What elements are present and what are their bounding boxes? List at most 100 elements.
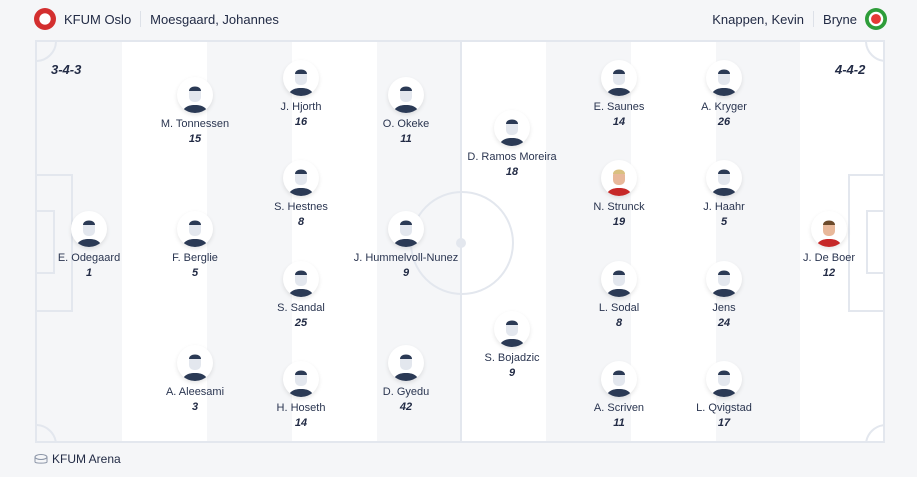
divider [140,11,142,27]
left-penalty-box [37,174,73,312]
bryne-logo[interactable] [865,8,887,30]
player-name: Jens [712,302,736,314]
divider [813,11,815,27]
kfum-oslo-logo[interactable] [34,8,56,30]
venue: KFUM Arena [34,452,121,466]
player-card[interactable]: D. Gyedu 42 [331,345,481,416]
player-name: A. Aleesami [165,386,225,398]
player-number: 8 [297,216,305,228]
player-avatar-icon [388,211,424,247]
right-penalty-box [848,174,883,312]
player-avatar-icon [388,77,424,113]
player-card[interactable]: F. Berglie 5 [120,211,270,282]
player-avatar-icon [601,261,637,297]
player-number: 8 [615,317,623,329]
player-card[interactable]: S. Hestnes 8 [226,160,376,231]
player-avatar-icon [283,261,319,297]
player-name: N. Strunck [593,201,645,213]
player-avatar-icon [388,345,424,381]
player-name: S. Hestnes [274,201,328,213]
player-card[interactable]: N. Strunck 19 [544,160,694,231]
player-card[interactable]: S. Sandal 25 [226,261,376,332]
player-number: 24 [717,317,731,329]
player-number: 12 [822,267,836,279]
player-avatar-icon [283,60,319,96]
player-card[interactable]: A. Scriven 11 [544,361,694,432]
player-card[interactable]: H. Hoseth 14 [226,361,376,432]
player-number: 1 [85,267,93,279]
player-number: 16 [294,116,308,128]
player-number: 19 [612,216,626,228]
away-coach[interactable]: Knappen, Kevin [712,11,805,27]
player-card[interactable]: J. Haahr 5 [649,160,799,231]
player-number: 18 [505,166,519,178]
corner-arc [37,42,57,62]
player-number: 42 [399,401,413,413]
player-name: S. Bojadzic [484,352,540,364]
player-name: A. Scriven [593,402,645,414]
player-number: 9 [402,267,410,279]
player-avatar-icon [283,361,319,397]
player-card[interactable]: Jens 24 [649,261,799,332]
player-name: D. Ramos Moreira [467,151,557,163]
right-goal-area [866,210,883,274]
player-number: 3 [191,401,199,413]
player-name: J. De Boer [803,252,855,264]
away-header: Knappen, Kevin Bryne [712,8,887,30]
player-number: 5 [191,267,199,279]
player-avatar-icon [177,211,213,247]
home-header: KFUM Oslo Moesgaard, Johannes [34,8,279,30]
player-number: 9 [508,367,516,379]
venue-name: KFUM Arena [52,452,121,466]
player-number: 26 [717,116,731,128]
player-card[interactable]: E. Odegaard 1 [14,211,164,282]
player-number: 11 [613,417,625,429]
player-name: J. Hjorth [280,101,322,113]
player-card[interactable]: L. Sodal 8 [544,261,694,332]
player-card[interactable]: M. Tonnessen 15 [120,77,270,148]
player-name: O. Okeke [382,118,430,130]
left-goal-area [37,210,55,274]
player-avatar-icon [71,211,107,247]
player-card[interactable]: J. Hjorth 16 [226,60,376,131]
player-name: L. Sodal [598,302,640,314]
player-avatar-icon [494,110,530,146]
player-name: S. Sandal [277,302,325,314]
player-name: A. Kryger [701,101,747,113]
center-spot [456,238,466,248]
player-avatar-icon [601,60,637,96]
player-avatar-icon [706,361,742,397]
stadium-icon [34,454,48,464]
player-avatar-icon [706,160,742,196]
player-avatar-icon [177,345,213,381]
player-avatar-icon [177,77,213,113]
player-avatar-icon [811,211,847,247]
player-card[interactable]: L. Qvigstad 17 [649,361,799,432]
player-name: J. Hummelvoll-Nunez [353,252,459,264]
pitch-stripe [631,42,716,441]
player-card[interactable]: O. Okeke 11 [331,77,481,148]
player-name: E. Odegaard [57,252,121,264]
player-name: J. Haahr [703,201,745,213]
home-formation: 3-4-3 [51,62,82,77]
player-card[interactable]: A. Aleesami 3 [120,345,270,416]
away-team-name[interactable]: Bryne [823,11,857,27]
home-team-name[interactable]: KFUM Oslo [64,11,132,27]
player-name: H. Hoseth [276,402,326,414]
away-formation: 4-4-2 [835,62,866,77]
player-card[interactable]: E. Saunes 14 [544,60,694,131]
home-coach[interactable]: Moesgaard, Johannes [150,11,279,27]
corner-arc [37,424,57,441]
player-avatar-icon [601,361,637,397]
player-number: 15 [188,133,202,145]
player-card[interactable]: J. De Boer 12 [754,211,904,282]
player-name: E. Saunes [593,101,645,113]
player-name: M. Tonnessen [160,118,230,130]
player-card[interactable]: D. Ramos Moreira 18 [437,110,587,181]
player-card[interactable]: S. Bojadzic 9 [437,311,587,382]
player-card[interactable]: A. Kryger 26 [649,60,799,131]
player-card[interactable]: J. Hummelvoll-Nunez 9 [331,211,481,282]
player-avatar-icon [283,160,319,196]
player-number: 25 [294,317,308,329]
player-number: 17 [717,417,731,429]
